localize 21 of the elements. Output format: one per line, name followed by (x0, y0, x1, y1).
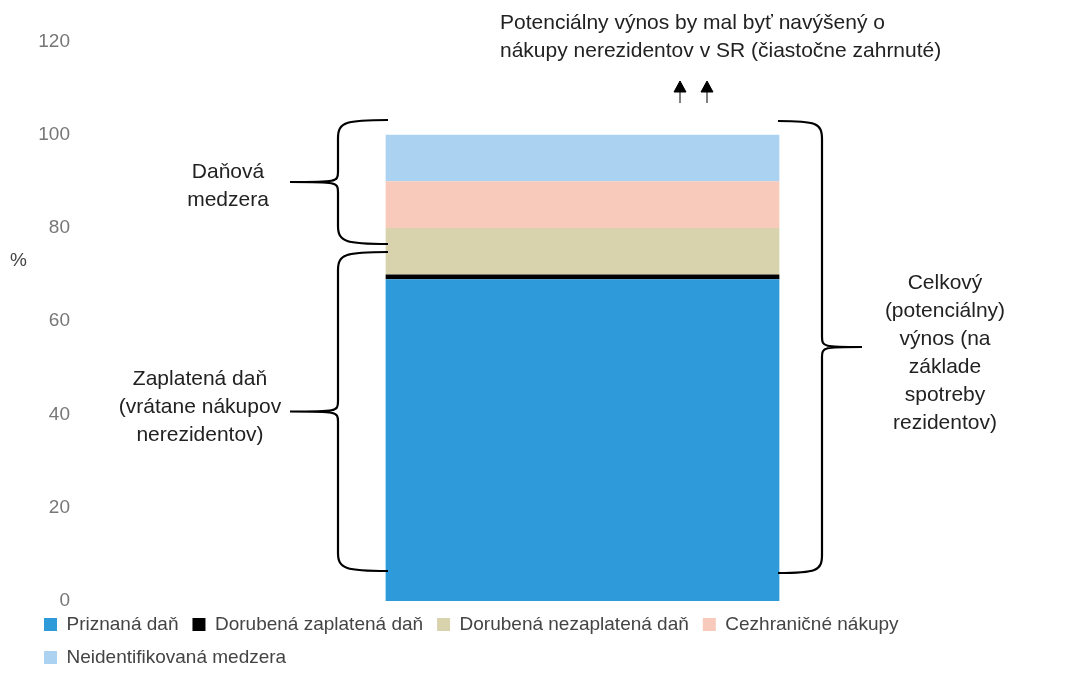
bar (385, 134, 780, 182)
legend-label: Dorubená nezaplatená daň (459, 612, 689, 634)
text: Celkový (potenciálny) výnos (na základe spotreby rezidentov) (883, 269, 1007, 435)
y-tick-label: 60 (48, 309, 70, 331)
y-tick-label: 120 (38, 29, 70, 51)
y-tick-label: 20 (48, 495, 70, 517)
y-tick-label: 0 (59, 589, 70, 611)
y-axis-title: % (10, 248, 27, 270)
text: Zaplatená daň (vrátane nákupov nerezidentov) (117, 365, 283, 447)
bar (385, 279, 780, 601)
annotation: Potenciálny výnos by mal byť navýšený o nákupy nerezidentov v SR (čiastočne zahrnuté) (500, 9, 943, 63)
text: Daňová medzera (186, 158, 270, 212)
bar (385, 227, 780, 275)
legend-label: Neidentifikovaná medzera (66, 645, 287, 667)
legend-label: Dorubená zaplatená daň (214, 612, 424, 634)
legend-label: Cezhraničné nákupy (725, 612, 900, 634)
y-tick-label: 100 (38, 122, 70, 144)
legend-label: Priznaná daň (66, 612, 179, 634)
y-tick-label: 40 (48, 402, 70, 424)
y-tick-label: 80 (48, 216, 70, 238)
bar (385, 181, 780, 228)
